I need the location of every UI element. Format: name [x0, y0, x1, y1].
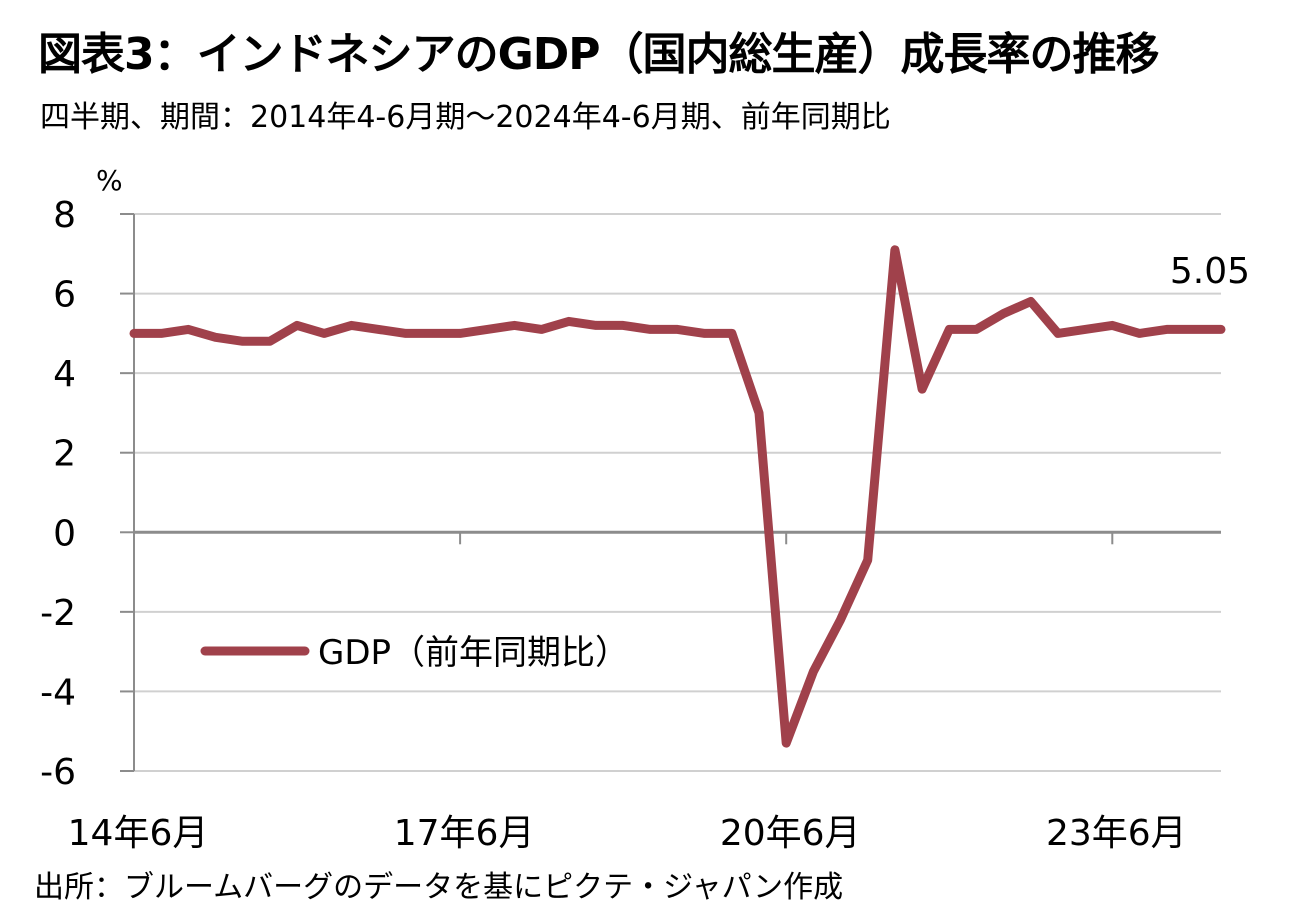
data-point: [812, 670, 815, 673]
data-point: [567, 320, 570, 323]
data-point: [622, 324, 625, 327]
data-point: [730, 332, 733, 335]
x-tick-label: 14年6月: [68, 813, 209, 854]
y-tick-label: 8: [53, 195, 76, 236]
data-point: [133, 332, 135, 335]
data-point: [1220, 328, 1222, 331]
legend: GDP（前年同期比）: [200, 633, 629, 673]
data-point: [296, 324, 299, 327]
data-point: [214, 336, 217, 339]
data-point: [1002, 312, 1005, 315]
data-point: [948, 328, 951, 331]
data-point: [160, 332, 163, 335]
data-point: [486, 328, 489, 331]
source-note: 出所：ブルームバーグのデータを基にピクテ・ジャパン作成: [34, 870, 844, 905]
series-lines: [129, 245, 1226, 748]
y-tick-label: 0: [53, 513, 76, 554]
data-point: [758, 411, 761, 414]
data-point: [676, 328, 679, 331]
y-tick-label: -6: [40, 752, 76, 793]
data-point: [377, 328, 380, 331]
data-point: [431, 332, 434, 335]
data-point: [1056, 332, 1059, 335]
axes: [120, 213, 1221, 772]
legend-label: GDP（前年同期比）: [318, 633, 629, 673]
x-tick-label: 23年6月: [1046, 813, 1187, 854]
data-point: [975, 328, 978, 331]
y-tick-label: -4: [40, 672, 76, 713]
y-tick-label: 4: [53, 354, 76, 395]
data-point: [1192, 328, 1195, 331]
chart-title: 図表3：インドネシアのGDP（国内総生産）成長率の推移: [38, 29, 1159, 80]
data-point: [921, 388, 924, 391]
data-point: [594, 324, 597, 327]
data-point: [1138, 332, 1141, 335]
data-point: [649, 328, 652, 331]
data-point: [1029, 300, 1032, 303]
data-point: [1084, 328, 1087, 331]
data-point: [459, 332, 462, 335]
y-axis-unit-label: %: [96, 164, 123, 197]
series-line-gdp: [129, 245, 1226, 748]
data-point: [241, 340, 244, 343]
x-tick-label: 20年6月: [720, 813, 861, 854]
y-tick-label: 2: [53, 434, 76, 475]
data-point: [893, 248, 896, 251]
data-point: [268, 340, 271, 343]
y-tick-label: -2: [40, 593, 76, 634]
data-point: [540, 328, 543, 331]
x-tick-label: 17年6月: [394, 813, 535, 854]
data-point: [1165, 328, 1168, 331]
data-point: [513, 324, 516, 327]
gridlines: [134, 213, 1221, 772]
data-point: [404, 332, 407, 335]
y-tick-label: 6: [53, 275, 76, 316]
data-point: [323, 332, 326, 335]
data-point: [785, 742, 788, 745]
chart-subtitle: 四半期、期間：2014年4-6月期～2024年4-6月期、前年同期比: [40, 100, 891, 135]
y-tick-labels: 8 6 4 2 0 -2 -4 -6: [40, 195, 76, 793]
data-point: [839, 618, 842, 621]
data-point: [866, 559, 869, 562]
last-value-label: 5.05: [1170, 251, 1250, 292]
data-point: [187, 328, 190, 331]
data-point: [1111, 324, 1114, 327]
data-point: [703, 332, 706, 335]
data-point: [350, 324, 353, 327]
x-tick-labels: 14年6月 17年6月 20年6月 23年6月: [68, 813, 1187, 854]
